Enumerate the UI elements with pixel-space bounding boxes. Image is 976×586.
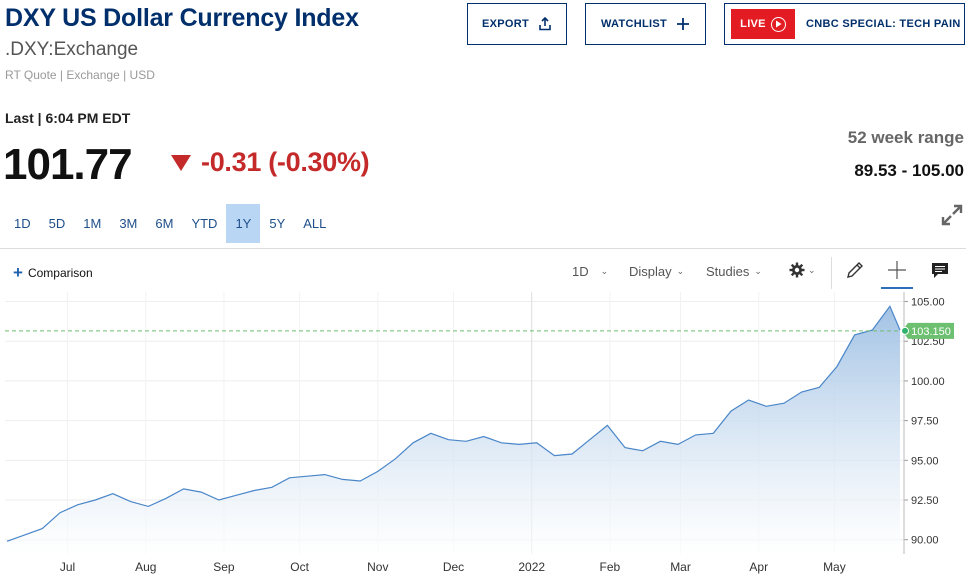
timeframe-tab[interactable]: ALL (303, 216, 327, 231)
studies-label: Studies (706, 264, 750, 279)
last-time: Last | 6:04 PM EDT (5, 110, 131, 126)
timeframe-tab[interactable]: 5D (48, 216, 66, 231)
settings-select[interactable]: ⌄ (789, 262, 816, 278)
timeframe-tab[interactable]: 1D (14, 216, 31, 231)
price-line (6, 305, 901, 542)
live-title: CNBC SPECIAL: TECH PAIN (806, 18, 961, 30)
interval-value: 1D (572, 264, 589, 279)
y-tick-label: 102.50 (911, 336, 945, 348)
timeframe-tab[interactable]: 1M (83, 216, 102, 231)
x-tick-label: May (823, 560, 846, 574)
x-tick-label: Feb (600, 560, 621, 574)
price-chart[interactable]: 105.00 102.50 100.00 97.50 95.00 92.50 90.00 J… (0, 292, 976, 586)
y-tick-label: 90.00 (911, 535, 939, 547)
export-button[interactable]: EXPORT (467, 3, 567, 45)
timeframe-tab[interactable]: 5Y (269, 216, 286, 231)
expand-icon[interactable] (939, 202, 965, 233)
x-tick-label: Jul (60, 560, 75, 574)
y-tick-label: 105.00 (911, 297, 945, 309)
live-badge: LIVE (731, 9, 795, 39)
x-tick-label: Aug (135, 560, 156, 574)
crosshair-icon[interactable] (887, 260, 907, 285)
range-label: 52 week range (847, 128, 964, 147)
divider (0, 248, 966, 249)
gear-icon (789, 262, 805, 278)
live-label: LIVE (740, 18, 766, 30)
current-value-tag: 103.150 (901, 322, 954, 339)
y-tick-label: 95.00 (911, 455, 939, 467)
page-title: DXY US Dollar Currency Index (5, 4, 359, 32)
share-icon (538, 17, 552, 31)
x-tick-label: Sep (213, 560, 235, 574)
x-tick-label: Mar (670, 560, 691, 574)
y-tick-label: 100.00 (911, 376, 945, 388)
watchlist-label: WATCHLIST (600, 18, 668, 30)
plus-icon (676, 17, 690, 31)
studies-select[interactable]: Studies ⌄ (706, 264, 762, 279)
comparison-button[interactable]: + Comparison (13, 263, 93, 282)
last-price: 101.77 (3, 140, 133, 189)
y-tick-label: 92.50 (911, 495, 939, 507)
chevron-down-icon: ⌄ (808, 264, 816, 275)
live-stream-button[interactable]: LIVE CNBC SPECIAL: TECH PAIN (724, 3, 965, 45)
draw-pencil-icon[interactable] (845, 260, 865, 285)
range-value: 89.53 - 105.00 (854, 161, 964, 180)
price-area (7, 306, 900, 554)
symbol-label: .DXY:Exchange (5, 39, 139, 60)
timeframe-tab[interactable]: YTD (191, 216, 218, 231)
timeframe-tab[interactable]: 1Y (226, 204, 261, 243)
x-tick-label: 2022 (518, 560, 545, 574)
chevron-down-icon: ⌄ (676, 266, 685, 276)
display-select[interactable]: Display ⌄ (629, 264, 684, 279)
x-tick-label: Dec (443, 560, 464, 574)
timeframe-tabs: 1D 5D 1M 3M 6M YTD 1Y 5Y ALL (5, 204, 335, 243)
display-label: Display (629, 264, 672, 279)
timeframe-tab[interactable]: 3M (119, 216, 138, 231)
x-tick-label: Apr (749, 560, 768, 574)
current-value-dot (901, 326, 909, 335)
x-tick-label: Nov (367, 560, 388, 574)
timeframe-tab[interactable]: 6M (155, 216, 174, 231)
comment-icon[interactable] (930, 260, 950, 285)
play-icon (770, 16, 786, 32)
interval-select[interactable]: 1D ⌄ (572, 264, 608, 279)
quote-meta: RT Quote | Exchange | USD (5, 68, 155, 82)
chevron-down-icon: ⌄ (600, 266, 609, 276)
price-change: -0.31 (-0.30%) (201, 147, 370, 177)
export-label: EXPORT (481, 18, 530, 30)
watchlist-button[interactable]: WATCHLIST (585, 3, 706, 45)
current-value-label: 103.150 (911, 326, 951, 338)
toolbar-separator (831, 257, 832, 289)
chevron-down-icon: ⌄ (754, 266, 762, 276)
x-tick-label: Oct (290, 560, 309, 574)
plus-icon: + (13, 263, 23, 282)
crosshair-active-indicator (881, 287, 913, 289)
comparison-label: Comparison (27, 266, 93, 280)
down-arrow-icon (171, 155, 191, 176)
y-tick-label: 97.50 (911, 416, 939, 428)
